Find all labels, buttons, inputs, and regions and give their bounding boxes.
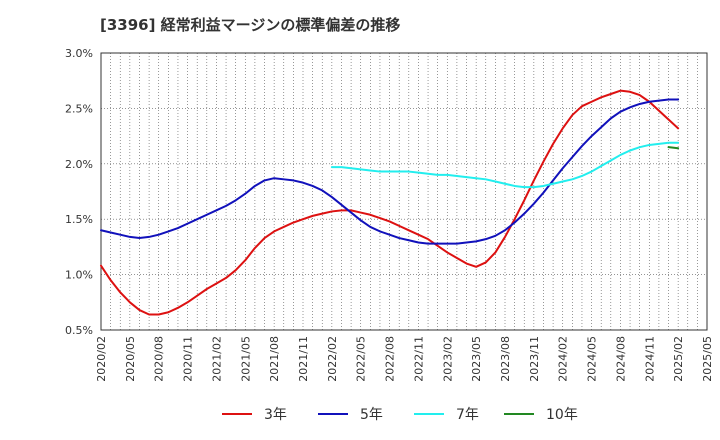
- y-tick-label: 3.0%: [65, 47, 93, 60]
- x-tick-label: 2020/11: [182, 336, 195, 382]
- x-tick-label: 2024/02: [557, 336, 570, 382]
- plot-frame: [100, 52, 708, 331]
- x-tick-label: 2024/08: [614, 336, 627, 382]
- x-tick-label: 2020/08: [153, 336, 166, 382]
- series-layer: [100, 89, 680, 316]
- x-tick-label: 2021/02: [210, 336, 223, 382]
- x-tick-label: 2023/02: [441, 336, 454, 382]
- series-line-4: [667, 146, 680, 150]
- x-tick-label: 2020/02: [95, 336, 108, 382]
- legend-label-3: 7年: [456, 407, 479, 423]
- x-tick-label: 2022/05: [355, 336, 368, 382]
- x-tick-label: 2024/11: [643, 336, 656, 382]
- series-line-3: [330, 141, 680, 189]
- legend-label-2: 5年: [360, 407, 383, 423]
- x-tick-label: 2024/05: [586, 336, 599, 382]
- y-tick-label: 1.5%: [65, 213, 93, 226]
- legend-label-4: 10年: [546, 407, 578, 423]
- chart-title: [3396] 経常利益マージンの標準偏差の推移: [100, 16, 401, 34]
- x-tick-label: 2020/05: [124, 336, 137, 382]
- series-line-2: [100, 98, 680, 245]
- axis-layer: 0.5% 1.0% 1.5% 2.0% 2.5% 3.0% 2020/02 2020/05 20…: [65, 47, 714, 382]
- x-tick-label: 2025/02: [672, 336, 685, 382]
- x-tick-label: 2023/05: [470, 336, 483, 382]
- x-tick-label: 2022/02: [326, 336, 339, 382]
- grid-layer: [101, 53, 707, 330]
- x-tick-label: 2023/08: [499, 336, 512, 382]
- y-tick-label: 2.5%: [65, 102, 93, 115]
- x-tick-label: 2021/11: [297, 336, 310, 382]
- x-tick-label: 2021/08: [268, 336, 281, 382]
- legend-label-1: 3年: [264, 407, 287, 423]
- y-tick-label: 0.5%: [65, 324, 93, 337]
- y-tick-label: 2.0%: [65, 158, 93, 171]
- series-line-1: [100, 89, 680, 316]
- legend-layer: 3年 5年 7年 10年: [222, 407, 578, 423]
- x-tick-label: 2025/05: [701, 336, 714, 382]
- x-tick-label: 2022/08: [384, 336, 397, 382]
- x-tick-label: 2022/11: [412, 336, 425, 382]
- x-tick-label: 2021/05: [239, 336, 252, 382]
- y-tick-label: 1.0%: [65, 269, 93, 282]
- x-tick-label: 2023/11: [528, 336, 541, 382]
